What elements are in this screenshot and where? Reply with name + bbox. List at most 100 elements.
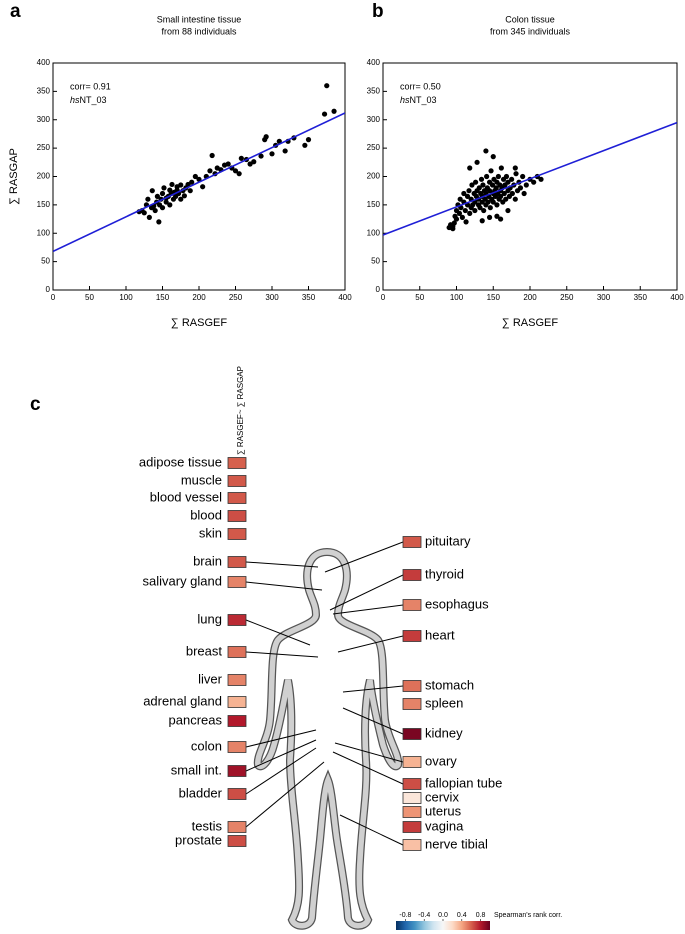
- point: [488, 168, 494, 174]
- heat-cell: [402, 536, 422, 548]
- y-tick-label: 200: [37, 172, 51, 181]
- leader-line: [337, 635, 404, 653]
- point: [503, 173, 510, 180]
- leader-line: [329, 574, 404, 611]
- gene-italic: hs: [70, 95, 80, 105]
- x-tick-label: 250: [229, 293, 243, 302]
- y-tick-label: 100: [37, 228, 51, 237]
- point: [538, 176, 544, 182]
- gene-label: hsNT_03: [70, 95, 107, 105]
- heat-cell: [402, 821, 422, 833]
- y-tick-label: 150: [37, 200, 51, 209]
- heat-cell: [227, 788, 247, 800]
- point: [159, 205, 166, 211]
- y-tick-label: 50: [371, 257, 380, 266]
- point: [523, 182, 529, 188]
- leader-line: [334, 742, 404, 763]
- heat-cell: [227, 646, 247, 658]
- point: [495, 173, 501, 180]
- tissue-label: spleen: [425, 695, 463, 710]
- y-tick-label: 0: [46, 285, 51, 294]
- point: [513, 171, 519, 177]
- point: [189, 179, 195, 185]
- point: [305, 137, 312, 143]
- point: [156, 219, 162, 225]
- heat-cell: [402, 792, 422, 804]
- point: [145, 196, 151, 202]
- point: [321, 111, 328, 117]
- tissue-label: brain: [193, 553, 222, 568]
- colorbar-tick-label: -0.8: [399, 912, 411, 919]
- x-tick-label: 150: [487, 293, 501, 302]
- colorbar-tick-label: -0.4: [418, 912, 430, 919]
- point: [251, 159, 257, 165]
- leader-line: [245, 651, 319, 658]
- panel-letter: a: [10, 1, 21, 22]
- point: [494, 202, 500, 208]
- annotation: corr= 0.91: [70, 81, 111, 91]
- y-tick-label: 150: [367, 200, 381, 209]
- point: [192, 173, 198, 180]
- tissue-label: heart: [425, 627, 455, 642]
- column-label: ∑ RASGEF~ ∑ RASGAP: [236, 366, 245, 455]
- leader-line: [245, 739, 317, 772]
- point: [225, 161, 231, 167]
- point: [505, 179, 511, 185]
- point: [509, 176, 515, 182]
- leader-line: [245, 761, 325, 828]
- x-tick-label: 400: [670, 293, 684, 302]
- tissue-label: blood vessel: [150, 489, 222, 504]
- fit-line: [383, 121, 677, 236]
- point: [521, 190, 527, 197]
- point: [146, 214, 152, 220]
- y-tick-label: 200: [367, 172, 381, 181]
- heat-cell: [227, 528, 247, 540]
- point: [207, 168, 213, 174]
- heat-cell: [227, 741, 247, 753]
- leader-line: [342, 707, 404, 735]
- point: [494, 213, 500, 219]
- point: [461, 190, 467, 197]
- gene-label: hsNT_03: [400, 95, 437, 105]
- heat-cell: [402, 728, 422, 740]
- tissue-label: stomach: [425, 677, 474, 692]
- x-tick-label: 150: [156, 293, 170, 302]
- point: [456, 210, 463, 216]
- x-tick-label: 300: [265, 293, 279, 302]
- x-tick-label: 50: [85, 293, 94, 302]
- point: [512, 165, 518, 171]
- point: [484, 173, 490, 180]
- y-tick-label: 100: [367, 228, 381, 237]
- x-tick-label: 50: [415, 293, 424, 302]
- leader-line: [245, 581, 323, 591]
- point: [478, 176, 485, 182]
- x-tick-label: 350: [634, 293, 648, 302]
- point: [236, 171, 242, 177]
- point: [480, 182, 486, 188]
- tissue-label: breast: [186, 643, 223, 658]
- y-tick-label: 0: [376, 285, 381, 294]
- point: [331, 108, 337, 114]
- point: [178, 182, 184, 188]
- heat-cell: [227, 492, 247, 504]
- point: [474, 159, 480, 165]
- leader-line: [245, 619, 311, 646]
- y-tick-label: 300: [37, 115, 51, 124]
- heat-cell: [227, 457, 247, 469]
- point: [196, 176, 202, 182]
- point: [493, 185, 499, 191]
- point: [187, 188, 193, 194]
- colorbar-tick-label: 0.4: [457, 912, 467, 919]
- point: [282, 148, 288, 154]
- heat-cell: [227, 765, 247, 777]
- tissue-label: pancreas: [169, 712, 223, 727]
- tissue-label: salivary gland: [143, 573, 223, 588]
- panel-letter: b: [372, 1, 384, 22]
- y-axis-label: ∑ RASGAP: [8, 148, 20, 205]
- point: [269, 151, 275, 157]
- point: [472, 207, 478, 214]
- tissue-label: esophagus: [425, 596, 489, 611]
- heat-cell: [227, 556, 247, 568]
- body-outline: [253, 547, 403, 930]
